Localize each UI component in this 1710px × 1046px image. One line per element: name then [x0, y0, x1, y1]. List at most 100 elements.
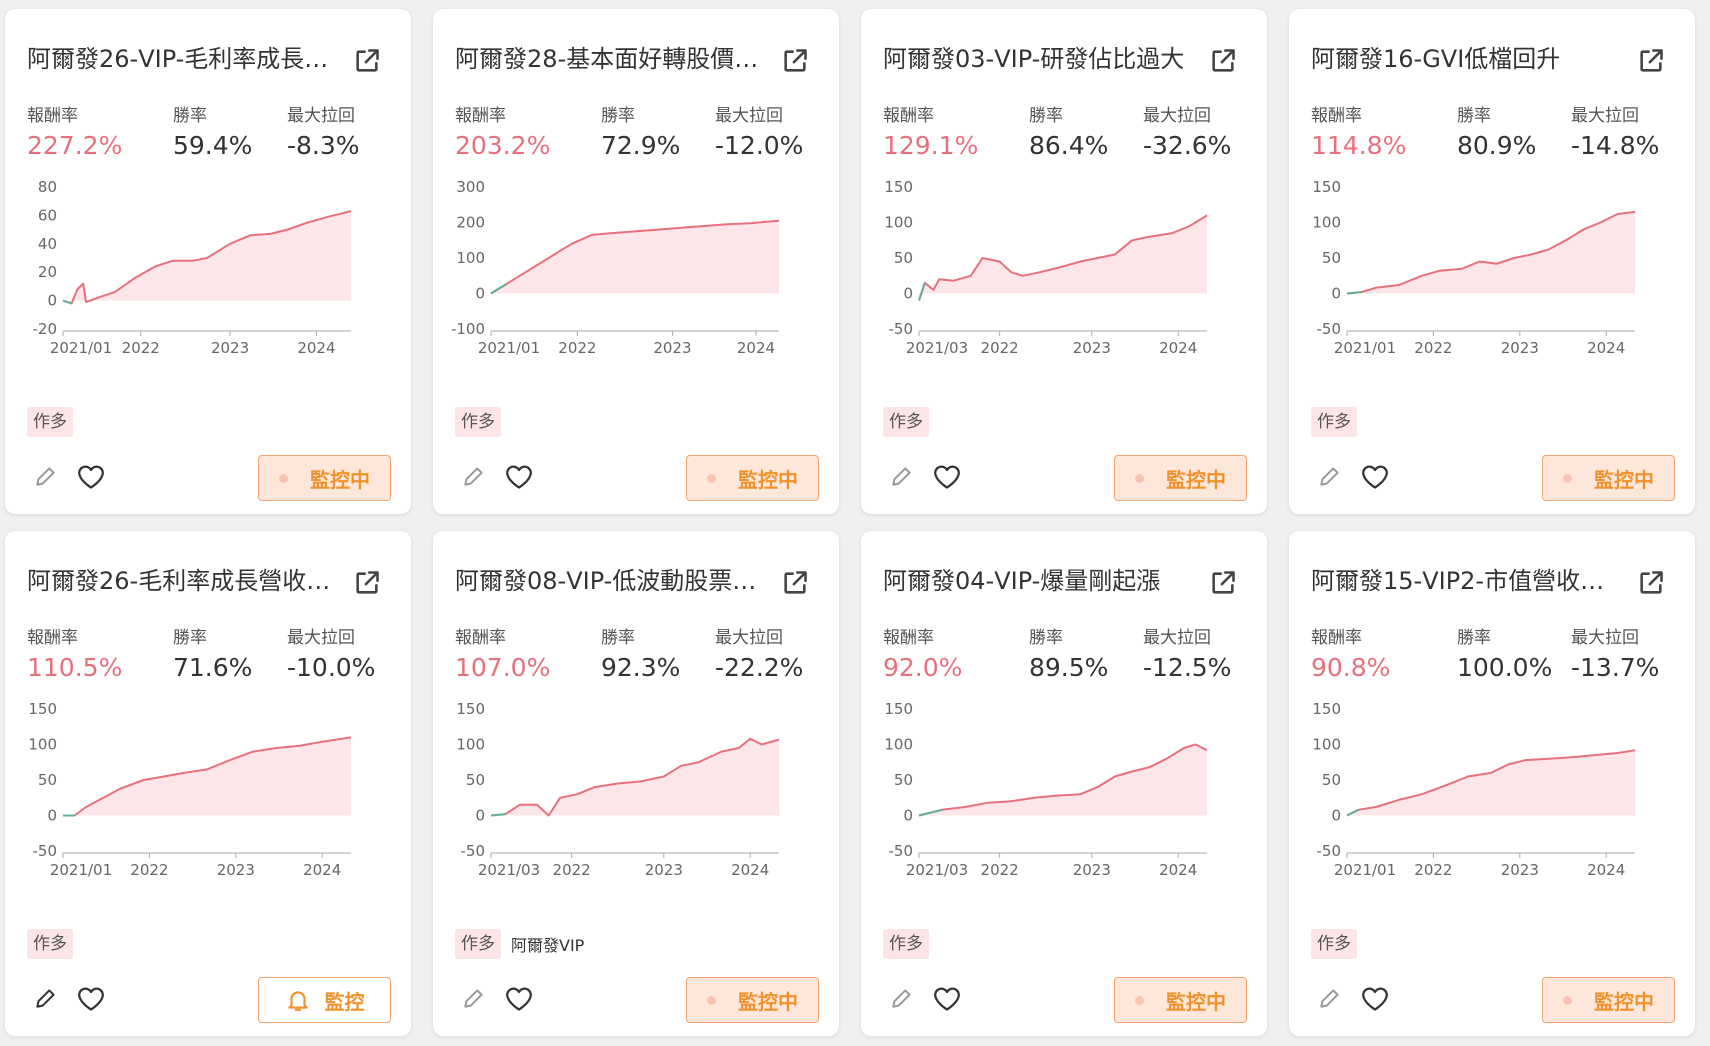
edit-icon[interactable]: [1317, 463, 1343, 489]
winrate-value: 71.6%: [173, 653, 253, 682]
return-label: 報酬率: [455, 106, 506, 126]
external-link-icon[interactable]: [353, 47, 381, 75]
drawdown-segment: [490, 283, 506, 295]
external-link-icon[interactable]: [1209, 47, 1237, 75]
monitor-button[interactable]: 監控: [258, 977, 391, 1023]
x-tick-label: 2021/01: [50, 339, 112, 357]
external-link-icon[interactable]: [1209, 569, 1237, 597]
external-link-icon[interactable]: [781, 47, 809, 75]
winrate-label: 勝率: [1457, 628, 1491, 648]
strategy-card[interactable]: 阿爾發28-基本面好轉股價… 報酬率 勝率 最大拉回 203.2% 72.9% …: [433, 9, 839, 514]
monitor-label: 監控中: [1594, 467, 1654, 492]
drawdown-label: 最大拉回: [1571, 106, 1639, 126]
edit-icon[interactable]: [889, 985, 915, 1011]
heart-icon[interactable]: [933, 986, 961, 1012]
y-tick-label: 150: [884, 700, 913, 718]
y-tick-label: 60: [38, 206, 57, 224]
edit-icon[interactable]: [461, 985, 487, 1011]
monitor-label: 監控中: [1166, 467, 1226, 492]
drawdown-label: 最大拉回: [1143, 106, 1211, 126]
return-label: 報酬率: [455, 628, 506, 648]
monitor-button[interactable]: 監控中: [1114, 455, 1247, 501]
heart-icon[interactable]: [77, 464, 105, 490]
equity-line: [490, 219, 780, 295]
x-tick-label: 2023: [1501, 339, 1539, 357]
card-title[interactable]: 阿爾發26-VIP-毛利率成長…: [27, 45, 329, 73]
strategy-card[interactable]: 阿爾發04-VIP-爆量剛起漲 報酬率 勝率 最大拉回 92.0% 89.5% …: [861, 531, 1267, 1036]
winrate-value: 86.4%: [1029, 131, 1109, 160]
monitor-button[interactable]: 監控中: [1542, 455, 1675, 501]
monitor-button[interactable]: 監控中: [686, 977, 819, 1023]
card-title[interactable]: 阿爾發15-VIP2-市值營收…: [1311, 567, 1605, 595]
strategy-card[interactable]: 阿爾發15-VIP2-市值營收… 報酬率 勝率 最大拉回 90.8% 100.0…: [1289, 531, 1695, 1036]
equity-area: [1347, 211, 1635, 294]
card-title[interactable]: 阿爾發28-基本面好轉股價…: [455, 45, 759, 73]
external-link-icon[interactable]: [353, 569, 381, 597]
return-value: 203.2%: [455, 131, 551, 160]
tag-badge: 作多: [1311, 929, 1357, 959]
winrate-label: 勝率: [601, 106, 635, 126]
y-tick-label: 150: [884, 178, 913, 196]
edit-icon[interactable]: [33, 463, 59, 489]
return-label: 報酬率: [27, 106, 78, 126]
equity-area: [919, 215, 1207, 301]
card-title[interactable]: 阿爾發26-毛利率成長營收…: [27, 567, 331, 595]
strategy-card[interactable]: 阿爾發03-VIP-研發佔比過大 報酬率 勝率 最大拉回 129.1% 86.4…: [861, 9, 1267, 514]
strategy-card[interactable]: 阿爾發08-VIP-低波動股票… 報酬率 勝率 最大拉回 107.0% 92.3…: [433, 531, 839, 1036]
winrate-value: 100.0%: [1457, 653, 1553, 682]
heart-icon[interactable]: [77, 986, 105, 1012]
edit-icon[interactable]: [889, 463, 915, 489]
x-tick-label: 2021/01: [1334, 861, 1396, 879]
monitor-button[interactable]: 監控中: [1114, 977, 1247, 1023]
drawdown-label: 最大拉回: [287, 106, 355, 126]
y-tick-label: 40: [38, 235, 57, 253]
strategy-card[interactable]: 阿爾發26-VIP-毛利率成長… 報酬率 勝率 最大拉回 227.2% 59.4…: [5, 9, 411, 514]
y-tick-label: 50: [38, 771, 57, 789]
strategy-card[interactable]: 阿爾發26-毛利率成長營收… 報酬率 勝率 最大拉回 110.5% 71.6% …: [5, 531, 411, 1036]
card-title[interactable]: 阿爾發03-VIP-研發佔比過大: [883, 45, 1185, 73]
external-link-icon[interactable]: [781, 569, 809, 597]
heart-icon[interactable]: [933, 464, 961, 490]
y-tick-label: 150: [28, 700, 57, 718]
heart-icon[interactable]: [505, 986, 533, 1012]
x-tick-label: 2021/03: [906, 861, 968, 879]
card-title[interactable]: 阿爾發08-VIP-低波動股票…: [455, 567, 757, 595]
tag-badge: 作多: [883, 929, 929, 959]
equity-area: [491, 220, 779, 294]
winrate-label: 勝率: [173, 106, 207, 126]
monitor-button[interactable]: 監控中: [686, 455, 819, 501]
card-title[interactable]: 阿爾發04-VIP-爆量剛起漲: [883, 567, 1161, 595]
edit-icon[interactable]: [1317, 985, 1343, 1011]
x-tick-label: 2022: [1414, 861, 1452, 879]
x-tick-label: 2021/01: [478, 339, 540, 357]
external-link-icon[interactable]: [1637, 569, 1665, 597]
y-tick-label: 0: [47, 807, 57, 825]
heart-icon[interactable]: [1361, 464, 1389, 490]
heart-icon[interactable]: [505, 464, 533, 490]
edit-icon[interactable]: [461, 463, 487, 489]
y-tick-label: 100: [456, 249, 485, 267]
equity-line: [918, 214, 1208, 301]
monitor-button[interactable]: 監控中: [1542, 977, 1675, 1023]
return-value: 107.0%: [455, 653, 551, 682]
equity-line: [62, 210, 352, 305]
winrate-value: 80.9%: [1457, 131, 1537, 160]
y-tick-label: -50: [889, 320, 914, 338]
drawdown-label: 最大拉回: [287, 628, 355, 648]
monitor-button[interactable]: 監控中: [258, 455, 391, 501]
strategy-card[interactable]: 阿爾發16-GVI低檔回升 報酬率 勝率 最大拉回 114.8% 80.9% -…: [1289, 9, 1695, 514]
status-dot: [1135, 473, 1144, 483]
y-tick-label: -20: [33, 320, 58, 338]
x-tick-label: 2023: [217, 861, 255, 879]
return-value: 92.0%: [883, 653, 963, 682]
external-link-icon[interactable]: [1637, 47, 1665, 75]
edit-icon[interactable]: [33, 985, 59, 1011]
heart-icon[interactable]: [1361, 986, 1389, 1012]
winrate-label: 勝率: [601, 628, 635, 648]
card-title[interactable]: 阿爾發16-GVI低檔回升: [1311, 45, 1561, 73]
y-tick-label: 0: [475, 807, 485, 825]
equity-line: [490, 737, 780, 817]
winrate-label: 勝率: [1029, 106, 1063, 126]
